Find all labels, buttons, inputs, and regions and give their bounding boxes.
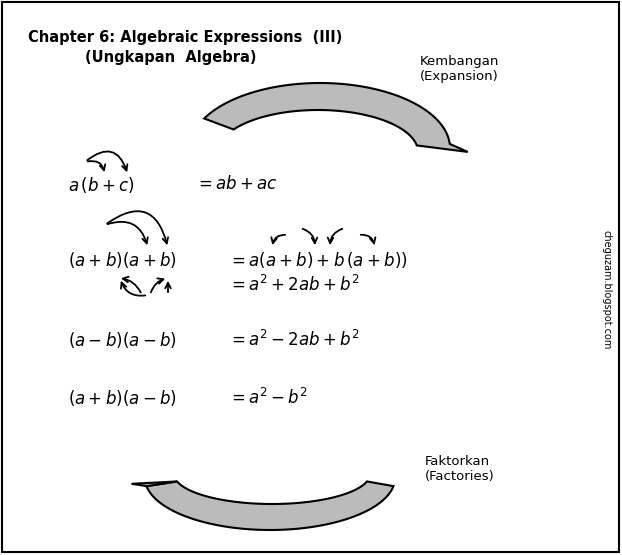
Text: (Ungkapan  Algebra): (Ungkapan Algebra): [85, 50, 256, 65]
Text: $= a(a+b)+b\,(a+b))$: $= a(a+b)+b\,(a+b))$: [228, 250, 407, 270]
Text: $(a+b)(a+b)$: $(a+b)(a+b)$: [68, 250, 177, 270]
Text: $(a-b)(a-b)$: $(a-b)(a-b)$: [68, 330, 177, 350]
Text: $= a^2 - 2ab + b^2$: $= a^2 - 2ab + b^2$: [228, 330, 360, 350]
Text: Chapter 6: Algebraic Expressions  (III): Chapter 6: Algebraic Expressions (III): [28, 30, 342, 45]
Polygon shape: [147, 481, 394, 530]
Text: $= a^2 + 2ab + b^2$: $= a^2 + 2ab + b^2$: [228, 275, 360, 295]
Text: Faktorkan
(Factories): Faktorkan (Factories): [425, 455, 494, 483]
Text: $= a^2 - b^2$: $= a^2 - b^2$: [228, 388, 308, 408]
Text: $(a+b)(a-b)$: $(a+b)(a-b)$: [68, 388, 177, 408]
Text: $a\,(b+c)$: $a\,(b+c)$: [68, 175, 134, 195]
Text: Kembangan
(Expansion): Kembangan (Expansion): [420, 55, 499, 83]
Text: $= ab + ac$: $= ab + ac$: [195, 175, 277, 193]
Polygon shape: [131, 481, 177, 486]
Polygon shape: [204, 83, 468, 152]
Text: cheguzam.blogspot.com: cheguzam.blogspot.com: [601, 230, 611, 350]
